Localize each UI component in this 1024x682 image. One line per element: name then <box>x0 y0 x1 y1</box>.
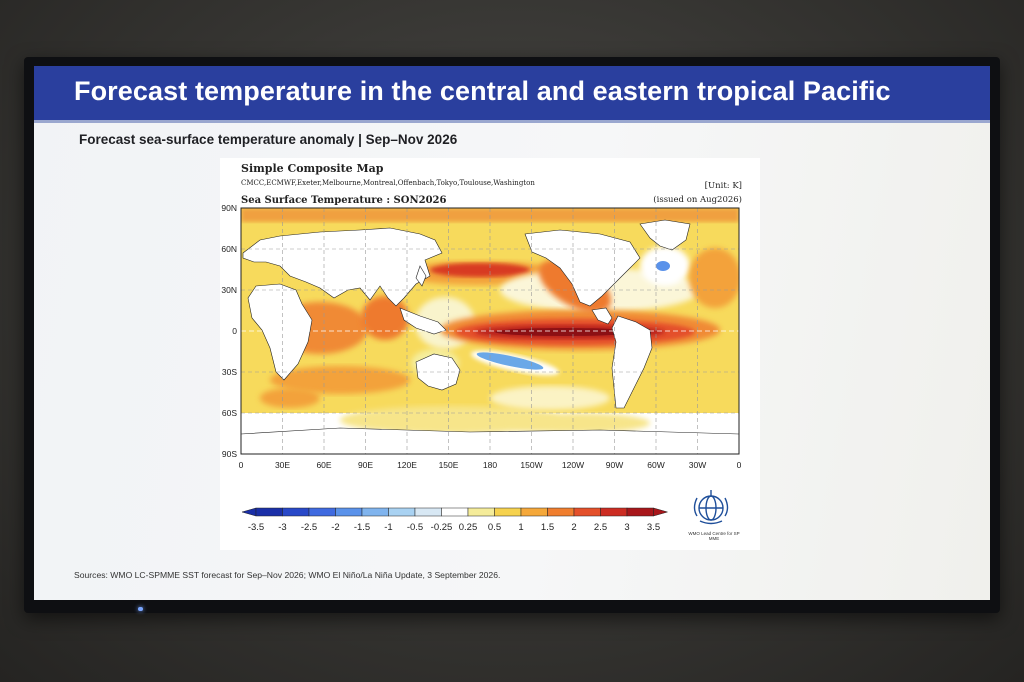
unit-label: [Unit: K] <box>704 181 742 191</box>
lon-tick-label: 60W <box>647 460 664 470</box>
wmo-logo-caption: WMO Lead Centre for SP MME <box>688 531 740 541</box>
colorbar-swatch <box>547 507 575 517</box>
colorbar-tick-label: -0.5 <box>407 522 423 533</box>
map-frame <box>240 207 740 455</box>
sst-anomaly-map: 90N 60N 30N 0 30S 60S 90S 0 30E 60E 90E 120E 150E 18… <box>221 203 742 533</box>
colorbar-swatch <box>388 507 416 517</box>
colorbar-tick-label: 1.5 <box>541 522 554 533</box>
colorbar-swatch <box>626 507 654 517</box>
colorbar-swatch <box>467 507 495 517</box>
variable-label: Sea Surface Temperature : SON2026 <box>241 195 447 206</box>
lon-tick-label: 0 <box>239 460 244 470</box>
colorbar-tick-label: 0.25 <box>459 522 478 533</box>
colorbar-tick-label: 3 <box>624 522 629 533</box>
sources-note: Sources: WMO LC-SPMME SST forecast for S… <box>74 570 501 580</box>
lon-tick-label: 150E <box>439 460 459 470</box>
sst-anomaly-figure: 90N 60N 30N 0 30S 60S 90S 0 30E 60E 90E 120E 150E 18… <box>220 158 760 550</box>
lon-tick-label: 180 <box>483 460 497 470</box>
colorbar-swatch <box>414 507 442 517</box>
colorbar-tick-label: 3.5 <box>647 522 660 533</box>
lon-tick-label: 0 <box>737 460 742 470</box>
colorbar-tick-label: -3 <box>278 522 286 533</box>
colorbar-tick-label: 2.5 <box>594 522 607 533</box>
colorbar-tick-label: 2 <box>571 522 576 533</box>
colorbar-swatch <box>494 507 522 517</box>
lon-tick-label: 90E <box>358 460 373 470</box>
latitude-axis: 90N 60N 30N 0 30S 60S 90S <box>221 203 237 459</box>
lat-tick-label: 60N <box>221 244 237 254</box>
lon-tick-label: 30E <box>275 460 290 470</box>
colorbar-max-arrow <box>653 507 669 517</box>
colorbar-swatch <box>335 507 363 517</box>
colorbar-swatch <box>308 507 336 517</box>
presentation-screen: Forecast temperature in the central and … <box>34 66 990 600</box>
lon-tick-label: 120E <box>397 460 417 470</box>
colorbar-swatch <box>573 507 601 517</box>
lon-tick-label: 120W <box>562 460 584 470</box>
lon-tick-label: 30W <box>689 460 706 470</box>
graticule <box>241 208 739 454</box>
colorbar-min-arrow <box>241 507 257 517</box>
colorbar-swatch <box>282 507 310 517</box>
colorbar-tick-label: 0.5 <box>488 522 501 533</box>
wmo-logo-icon <box>693 490 729 525</box>
model-list: CMCC,ECMWF,Exeter,Melbourne,Montreal,Off… <box>241 179 535 187</box>
lat-tick-label: 60S <box>222 408 237 418</box>
colorbar: -3.5 -3 -2.5 -2 -1.5 -1 -0.5 -0.25 0.25 0.5 1 1.5 2 2… <box>241 507 669 533</box>
colorbar-swatch <box>600 507 628 517</box>
colorbar-tick-label: -1 <box>384 522 392 533</box>
colorbar-tick-label: 1 <box>518 522 523 533</box>
longitude-axis: 0 30E 60E 90E 120E 150E 180 150W 120W 90W 60W 30W 0 <box>239 460 742 470</box>
colorbar-tick-label: -2 <box>331 522 339 533</box>
tv-power-led <box>138 607 143 611</box>
lon-tick-label: 90W <box>606 460 623 470</box>
colorbar-tick-label: -2.5 <box>301 522 317 533</box>
lat-tick-label: 30N <box>221 285 237 295</box>
slide-title: Forecast temperature in the central and … <box>74 76 891 106</box>
colorbar-swatch <box>441 507 469 517</box>
colorbar-tick-label: -0.25 <box>431 522 453 533</box>
lat-tick-label: 90N <box>221 203 237 213</box>
colorbar-swatch <box>361 507 389 517</box>
lat-tick-label: 30S <box>222 367 237 377</box>
colorbar-tick-label: -3.5 <box>248 522 264 533</box>
map-header: Simple Composite Map <box>241 162 384 175</box>
lon-tick-label: 60E <box>316 460 331 470</box>
lon-tick-label: 150W <box>520 460 542 470</box>
slide-subtitle: Forecast sea-surface temperature anomaly… <box>79 132 458 147</box>
colorbar-tick-label: -1.5 <box>354 522 370 533</box>
colorbar-swatch <box>255 507 283 517</box>
colorbar-swatch <box>520 507 548 517</box>
slide-title-bar: Forecast temperature in the central and … <box>34 66 990 123</box>
issued-label: (issued on Aug2026) <box>653 195 742 205</box>
lat-tick-label: 0 <box>232 326 237 336</box>
lat-tick-label: 90S <box>222 449 237 459</box>
